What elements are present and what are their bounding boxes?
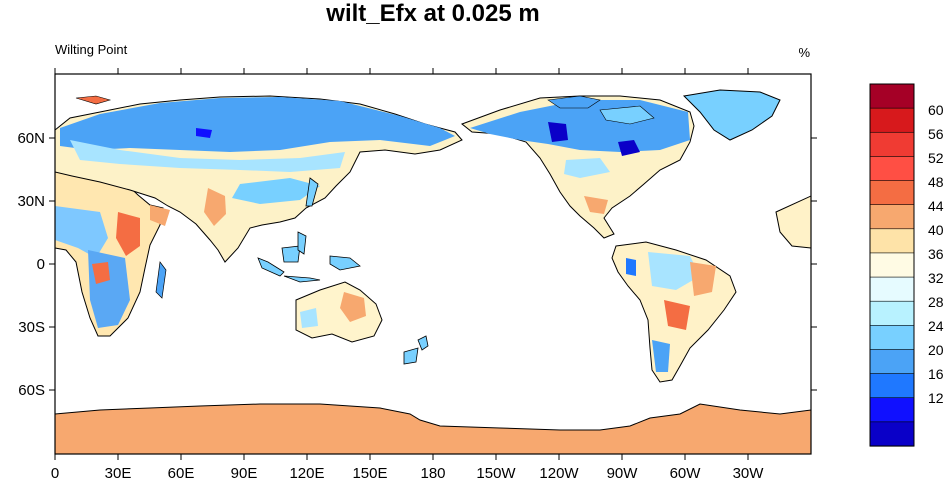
lon-tick: 90W: [607, 68, 639, 482]
colorbar-label: 48: [928, 174, 944, 190]
new-zealand: [403, 335, 429, 365]
antarctica: [55, 403, 811, 454]
arctic-islands: [75, 95, 655, 125]
colorbar-box: [869, 204, 915, 230]
japan: [305, 177, 319, 207]
longitude-axis: 0 30E 60E 90E 120E 150E 180 150W 120W 90…: [51, 68, 764, 482]
lon-tick-label: 90E: [231, 465, 258, 482]
lon-tick: 60W: [670, 68, 702, 482]
colorbar-boxes: [869, 83, 915, 447]
colorbar-label: 28: [928, 294, 944, 310]
colorbar-label: 12: [928, 390, 944, 406]
units-label: %: [798, 45, 810, 60]
lon-tick-label: 150W: [476, 465, 516, 482]
colorbar-label: 36: [928, 246, 944, 262]
colorbar-label: 60: [928, 102, 944, 118]
lat-tick-label: 30N: [17, 193, 45, 210]
colorbar-label: 16: [928, 366, 944, 382]
colorbar-label: 56: [928, 126, 944, 142]
lon-tick-label: 120W: [539, 465, 579, 482]
lon-tick: 120W: [539, 68, 579, 482]
lon-tick-label: 60E: [168, 465, 195, 482]
lat-tick: 60N: [17, 130, 817, 147]
lon-tick: 120E: [289, 68, 325, 482]
lat-tick-label: 60S: [18, 382, 45, 399]
colorbar-box: [869, 180, 915, 206]
map-title: wilt_Efx at 0.025 m: [325, 0, 539, 27]
lon-tick-label: 30W: [733, 465, 765, 482]
colorbar-label: 20: [928, 342, 944, 358]
colorbar-box: [869, 228, 915, 254]
lon-tick-label: 0: [51, 465, 59, 482]
colorbar-label: 32: [928, 270, 944, 286]
colorbar-box: [869, 252, 915, 278]
lon-tick-label: 30E: [105, 465, 132, 482]
lat-tick: 60S: [18, 382, 817, 399]
greenland: [682, 89, 781, 141]
lat-tick: 30S: [18, 319, 817, 336]
lat-tick: 30N: [17, 193, 817, 210]
colorbar-label: 52: [928, 150, 944, 166]
colorbar-label: 40: [928, 222, 944, 238]
lon-tick: 180: [420, 68, 446, 482]
latitude-axis: 60N 30N 0 30S 60S: [17, 130, 817, 399]
lat-tick: 0: [37, 256, 817, 273]
africa: [55, 167, 167, 337]
lon-tick-label: 60W: [670, 465, 702, 482]
colorbar-box: [869, 325, 915, 351]
colorbar-box: [869, 373, 915, 399]
australia: [295, 281, 383, 343]
colorbar-frame: [869, 83, 915, 447]
west-africa-edge: [775, 195, 811, 249]
colorbar-label: 44: [928, 198, 944, 214]
lon-tick: 60E: [168, 68, 195, 482]
lon-tick-label: 120E: [289, 465, 324, 482]
colorbar-box: [869, 276, 915, 302]
colorbar-box: [869, 300, 915, 326]
colorbar-box: [869, 156, 915, 182]
lat-tick-label: 30S: [18, 319, 45, 336]
colorbar-box: [869, 349, 915, 375]
colorbar-box: [869, 397, 915, 423]
colorbar-box: [869, 421, 915, 447]
map-panel: [55, 74, 811, 454]
lon-tick: 30E: [105, 68, 132, 482]
lon-tick-label: 90W: [607, 465, 639, 482]
lat-tick-label: 60N: [17, 130, 45, 147]
lon-tick-label: 180: [420, 465, 445, 482]
lon-tick: 150W: [476, 68, 516, 482]
colorbar-label: 24: [928, 318, 944, 334]
lat-tick-label: 0: [37, 256, 45, 273]
lon-tick: 0: [51, 68, 59, 482]
lon-tick-label: 150E: [352, 465, 387, 482]
lon-tick: 30W: [733, 68, 765, 482]
colorbar-box: [869, 83, 915, 109]
maritime-southeast-asia: [257, 231, 361, 283]
colorbar-box: [869, 107, 915, 133]
lon-tick: 150E: [352, 68, 388, 482]
colorbar-box: [869, 131, 915, 158]
eurasia: [55, 95, 463, 263]
lon-tick: 90E: [231, 68, 258, 482]
south-america: [611, 241, 737, 383]
colorbar: 60 56 52 48 44 40 36 32 28 24 20 16 12: [869, 83, 944, 447]
left-string: Wilting Point: [55, 42, 128, 57]
